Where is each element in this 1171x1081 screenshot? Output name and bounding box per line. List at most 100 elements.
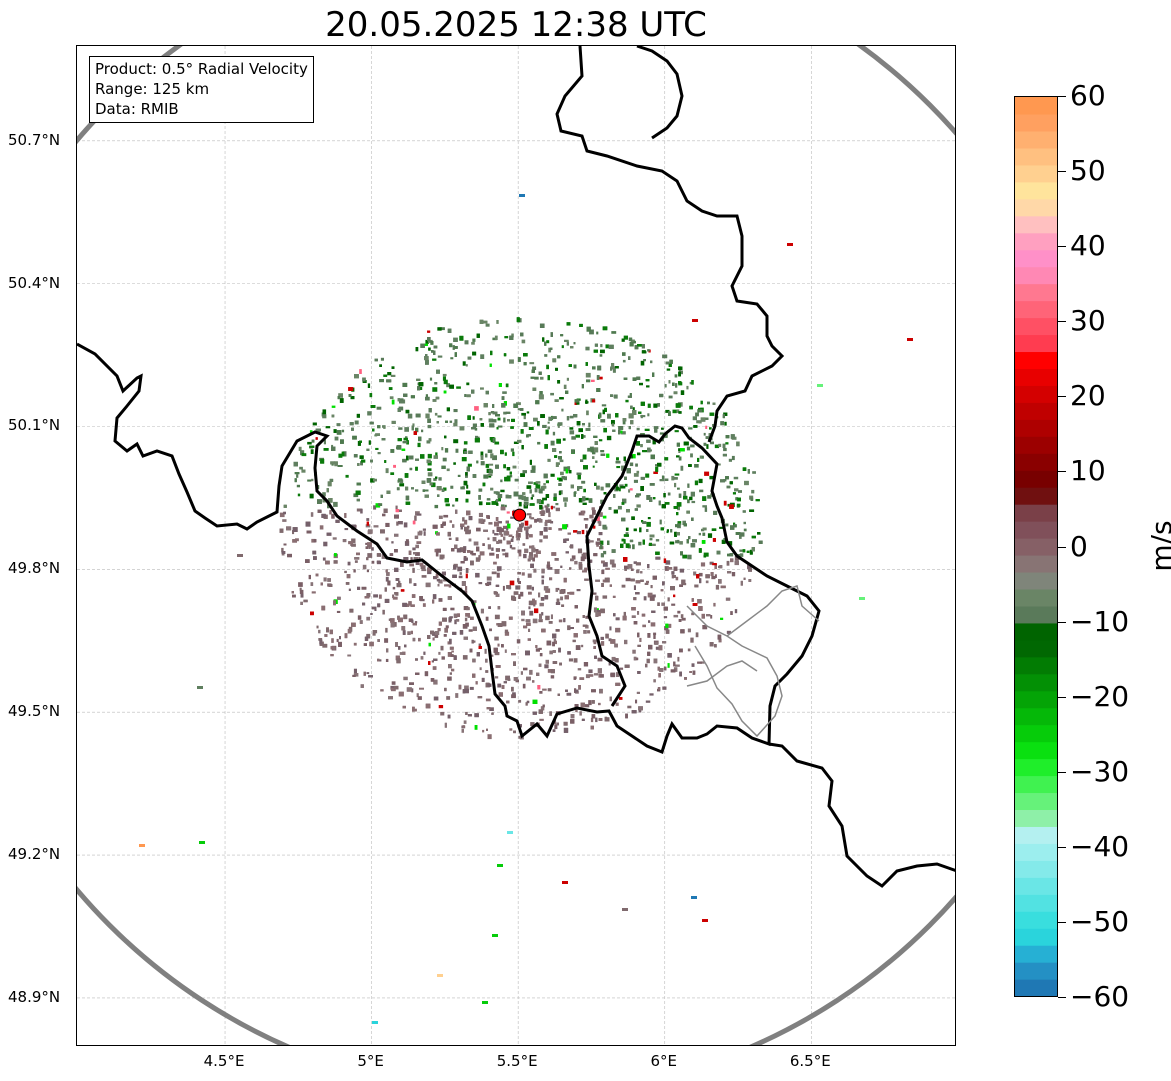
echo-pixel — [597, 668, 602, 673]
echo-pixel — [638, 411, 642, 414]
echo-pixel — [679, 584, 683, 587]
echo-pixel — [496, 623, 500, 626]
lat-tick-label: 49.2°N — [8, 845, 61, 864]
echo-pixel — [336, 638, 339, 643]
echo-pixel — [636, 427, 640, 431]
echo-pixel — [473, 541, 479, 546]
echo-pixel — [384, 598, 390, 603]
echo-pixel — [485, 670, 489, 673]
echo-pixel — [688, 536, 691, 540]
radar-site-marker[interactable] — [513, 508, 527, 522]
echo-pixel — [552, 358, 557, 363]
echo-pixel — [673, 506, 678, 509]
echo-pixel — [489, 363, 492, 367]
echo-pixel — [338, 453, 343, 458]
echo-pixel — [368, 545, 371, 549]
echo-pixel — [729, 504, 734, 509]
echo-pixel — [579, 323, 583, 327]
echo-pixel — [532, 618, 538, 624]
echo-pixel — [386, 572, 390, 576]
echo-pixel — [395, 509, 399, 513]
echo-pixel — [432, 666, 437, 670]
echo-pixel — [307, 479, 312, 482]
echo-pixel — [336, 430, 342, 435]
echo-pixel — [560, 334, 564, 337]
echo-pixel — [434, 631, 440, 635]
echo-pixel — [367, 542, 372, 548]
echo-pixel — [420, 343, 425, 348]
radar-map[interactable] — [76, 45, 956, 1046]
echo-pixel — [746, 550, 750, 553]
echo-pixel — [624, 476, 627, 480]
echo-pixel — [346, 574, 351, 579]
echo-pixel — [403, 437, 408, 441]
echo-pixel — [333, 600, 336, 606]
echo-pixel — [563, 577, 567, 583]
echo-pixel — [559, 459, 564, 463]
echo-pixel — [450, 607, 455, 611]
echo-pixel — [733, 476, 739, 480]
echo-pixel — [564, 502, 567, 507]
echo-pixel — [597, 520, 601, 524]
echo-pixel — [647, 413, 650, 417]
echo-pixel — [433, 455, 438, 459]
echo-pixel — [601, 560, 605, 564]
echo-pixel — [678, 366, 683, 370]
echo-pixel — [526, 411, 530, 414]
echo-pixel — [588, 669, 593, 674]
echo-pixel — [638, 706, 643, 711]
echo-pixel — [712, 402, 716, 405]
echo-pixel — [430, 630, 434, 635]
echo-pixel — [677, 487, 680, 490]
colorbar-tick-label: −60 — [1070, 980, 1130, 1013]
echo-pixel — [371, 606, 377, 610]
echo-pixel — [475, 557, 480, 562]
echo-pixel — [730, 611, 733, 615]
echo-pixel — [531, 465, 536, 471]
echo-pixel — [570, 484, 574, 489]
echo-pixel — [707, 533, 713, 538]
echo-pixel — [678, 619, 682, 622]
echo-pixel — [585, 346, 590, 351]
echo-pixel — [368, 529, 373, 534]
echo-pixel — [652, 372, 655, 377]
echo-pixel — [652, 439, 656, 445]
echo-pixel — [323, 577, 327, 582]
echo-pixel — [647, 517, 651, 520]
echo-pixel — [636, 691, 640, 694]
echo-pixel — [631, 516, 635, 520]
echo-pixel — [585, 372, 591, 378]
echo-pixel — [514, 478, 519, 482]
echo-pixel — [633, 473, 639, 477]
echo-pixel — [529, 515, 532, 519]
echo-pixel — [590, 725, 594, 730]
echo-pixel — [393, 685, 399, 690]
echo-pixel — [593, 349, 598, 353]
echo-pixel — [734, 488, 739, 492]
echo-pixel — [642, 450, 647, 453]
echo-pixel — [412, 567, 415, 573]
echo-pixel — [447, 328, 452, 333]
echo-pixel — [669, 541, 675, 545]
echo-pixel — [679, 541, 683, 545]
echo-pixel — [616, 672, 620, 677]
echo-pixel — [504, 504, 507, 508]
echo-pixel — [730, 558, 734, 563]
echo-pixel — [714, 574, 717, 578]
echo-pixel — [465, 613, 470, 617]
echo-pixel — [480, 461, 485, 466]
echo-pixel — [673, 477, 678, 480]
echo-pixel — [707, 401, 710, 405]
echo-pixel — [429, 377, 433, 381]
echo-pixel — [635, 592, 640, 595]
echo-pixel — [469, 686, 474, 690]
echo-pixel — [627, 564, 633, 569]
echo-pixel — [509, 544, 513, 549]
echo-pixel — [530, 469, 536, 473]
echo-pixel — [591, 689, 596, 693]
echo-pixel — [296, 474, 299, 478]
echo-pixel — [657, 688, 661, 692]
echo-pixel — [518, 581, 521, 584]
echo-pixel — [595, 579, 600, 582]
echo-pixel — [709, 427, 712, 430]
